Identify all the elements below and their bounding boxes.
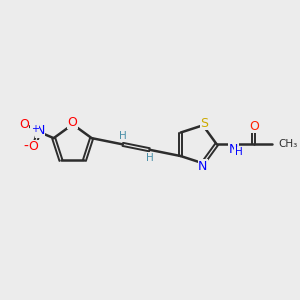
Text: O: O: [68, 116, 78, 129]
Text: O: O: [28, 140, 38, 154]
Text: +: +: [31, 124, 39, 134]
Text: N: N: [35, 124, 45, 137]
Text: O: O: [19, 118, 29, 131]
Text: H: H: [146, 153, 154, 163]
Text: H: H: [118, 131, 126, 141]
Text: CH₃: CH₃: [279, 139, 298, 149]
Text: H: H: [235, 147, 242, 157]
Text: N: N: [229, 143, 238, 156]
Text: S: S: [200, 116, 208, 130]
Text: N: N: [198, 160, 208, 172]
Text: O: O: [249, 119, 259, 133]
Text: -: -: [24, 140, 28, 154]
